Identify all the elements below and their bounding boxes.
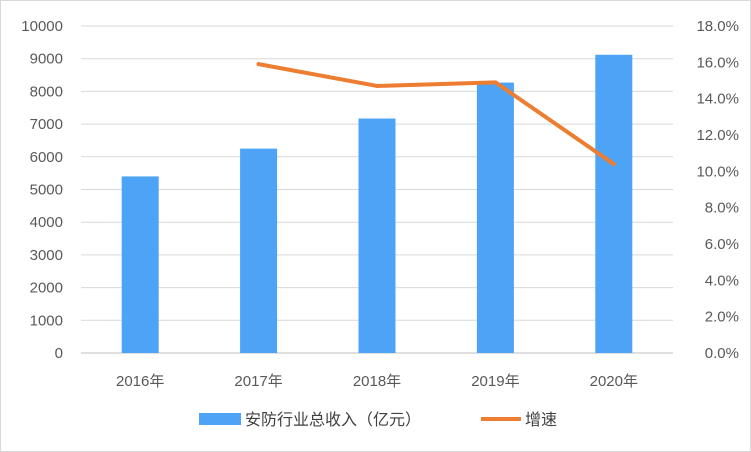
bar — [358, 118, 396, 353]
y2-tick-label: 8.0% — [705, 200, 739, 217]
legend-label-revenue: 安防行业总收入（亿元） — [245, 411, 421, 429]
legend-item-revenue: 安防行业总收入（亿元） — [199, 411, 421, 429]
growth-line — [256, 62, 616, 167]
legend-swatch-revenue — [199, 413, 241, 425]
legend: 安防行业总收入（亿元） 增速 — [199, 411, 557, 429]
y2-tick-label: 4.0% — [705, 272, 739, 289]
x-tick-label: 2018年 — [353, 373, 401, 390]
line-point — [256, 62, 261, 67]
x-tick-label: 2016年 — [116, 373, 164, 390]
y-tick-label: 7000 — [30, 116, 63, 133]
y2-tick-label: 6.0% — [705, 236, 739, 253]
line-point — [375, 83, 379, 88]
y-axis-right: 0.0% 2.0% 4.0% 6.0% 8.0% 10.0% 12.0% 14.0% 16.0%… — [696, 18, 739, 362]
y-tick-label: 5000 — [30, 182, 63, 199]
y-axis-left: 0 1000 2000 3000 4000 5000 6000 7000 8000 9000 100… — [21, 18, 63, 362]
y-tick-label: 1000 — [30, 312, 63, 329]
y2-tick-label: 16.0% — [696, 54, 739, 71]
y-tick-label: 9000 — [30, 51, 63, 68]
x-tick-label: 2020年 — [590, 373, 638, 390]
bar-series — [121, 54, 633, 354]
bar — [240, 148, 278, 353]
y2-tick-label: 18.0% — [696, 18, 739, 35]
x-tick-label: 2019年 — [471, 373, 519, 390]
bar — [595, 54, 633, 353]
y-tick-label: 4000 — [30, 214, 63, 231]
y2-tick-label: 12.0% — [696, 127, 739, 144]
y-tick-label: 10000 — [21, 18, 63, 35]
y-tick-label: 6000 — [30, 149, 63, 166]
y-tick-label: 3000 — [30, 247, 63, 264]
y2-tick-label: 10.0% — [696, 163, 739, 180]
bar — [476, 82, 514, 354]
x-axis: 2016年 2017年 2018年 2019年 2020年 — [116, 373, 638, 390]
legend-item-growth: 增速 — [481, 411, 557, 429]
bar — [121, 176, 159, 353]
line-point — [493, 80, 498, 85]
y-tick-label: 8000 — [30, 83, 63, 100]
y2-tick-label: 2.0% — [705, 309, 739, 326]
line-series — [256, 62, 616, 167]
y-tick-label: 2000 — [30, 280, 63, 297]
y-tick-label: 0 — [55, 345, 63, 362]
x-tick-label: 2017年 — [234, 373, 282, 390]
legend-label-growth: 增速 — [525, 411, 557, 429]
line-point — [611, 162, 616, 167]
y2-tick-label: 14.0% — [696, 91, 739, 108]
y2-tick-label: 0.0% — [705, 345, 739, 362]
